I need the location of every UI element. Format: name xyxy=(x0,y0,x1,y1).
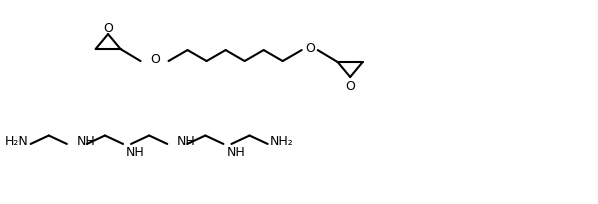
Text: NH: NH xyxy=(227,146,245,159)
Text: O: O xyxy=(151,52,160,65)
Text: H₂N: H₂N xyxy=(5,135,29,148)
Text: NH: NH xyxy=(126,146,145,159)
Text: NH: NH xyxy=(177,135,196,148)
Text: O: O xyxy=(345,79,355,92)
Text: O: O xyxy=(305,41,315,54)
Text: NH: NH xyxy=(77,135,96,148)
Text: NH₂: NH₂ xyxy=(270,135,294,148)
Text: O: O xyxy=(103,21,113,34)
